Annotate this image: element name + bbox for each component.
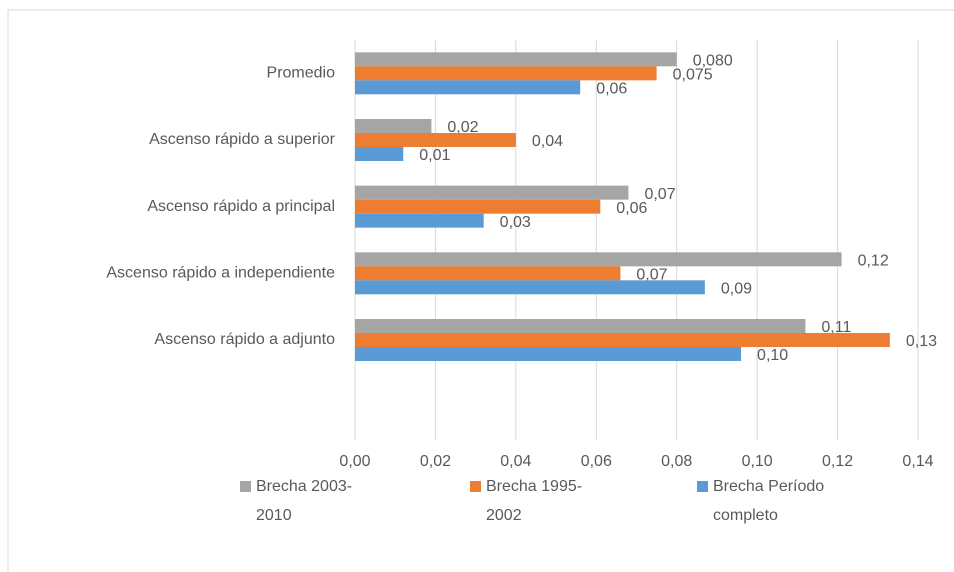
bar (355, 266, 621, 281)
bar (355, 252, 842, 267)
bar (355, 66, 657, 81)
legend-label: Brecha 2003-2010 (256, 478, 353, 524)
data-label: 0,01 (419, 147, 450, 164)
data-label: 0,06 (616, 200, 647, 217)
x-tick-label: 0,12 (822, 453, 853, 470)
data-label: 0,02 (447, 119, 478, 136)
y-tick-label: Ascenso rápido a principal (147, 198, 335, 215)
legend-swatch (470, 481, 481, 492)
data-label: 0,12 (858, 253, 889, 270)
x-tick-label: 0,04 (500, 453, 531, 470)
y-tick-label: Ascenso rápido a adjunto (154, 331, 335, 348)
x-tick-label: 0,00 (339, 453, 370, 470)
data-label: 0,075 (673, 67, 713, 84)
legend-label: Brecha Período completo (713, 478, 825, 524)
bar (355, 213, 484, 228)
bar (355, 119, 432, 133)
data-label: 0,07 (644, 186, 675, 203)
data-label: 0,07 (636, 267, 667, 284)
y-tick-label: Promedio (267, 65, 336, 82)
bar (355, 347, 742, 361)
bar (355, 147, 404, 161)
data-label: 0,09 (721, 281, 752, 298)
legend-item: Brecha 2003-2010 (240, 472, 356, 530)
bar (355, 280, 705, 295)
legend-label: Brecha 1995-2002 (486, 478, 583, 524)
data-label: 0,080 (693, 53, 733, 70)
y-tick-label: Ascenso rápido a superior (149, 131, 336, 148)
bar (355, 319, 806, 333)
bar (355, 185, 629, 200)
y-tick-label: Ascenso rápido a independiente (106, 265, 335, 282)
x-tick-label: 0,14 (902, 453, 933, 470)
data-label: 0,13 (906, 333, 937, 350)
data-label: 0,10 (757, 347, 788, 364)
x-tick-label: 0,06 (581, 453, 612, 470)
data-label: 0,11 (821, 319, 851, 336)
x-tick-label: 0,10 (742, 453, 773, 470)
legend-item: Brecha Período completo (697, 472, 863, 530)
data-label: 0,04 (532, 133, 563, 150)
bar (355, 80, 581, 95)
bar (355, 52, 677, 67)
legend-swatch (697, 481, 708, 492)
bar (355, 333, 890, 347)
x-tick-label: 0,02 (420, 453, 451, 470)
frame (7, 9, 954, 572)
x-tick-label: 0,08 (661, 453, 692, 470)
data-label: 0,03 (500, 214, 531, 231)
data-label: 0,06 (596, 81, 627, 98)
bar (355, 133, 516, 147)
bar (355, 199, 601, 214)
legend-swatch (240, 481, 251, 492)
legend-item: Brecha 1995-2002 (470, 472, 586, 530)
